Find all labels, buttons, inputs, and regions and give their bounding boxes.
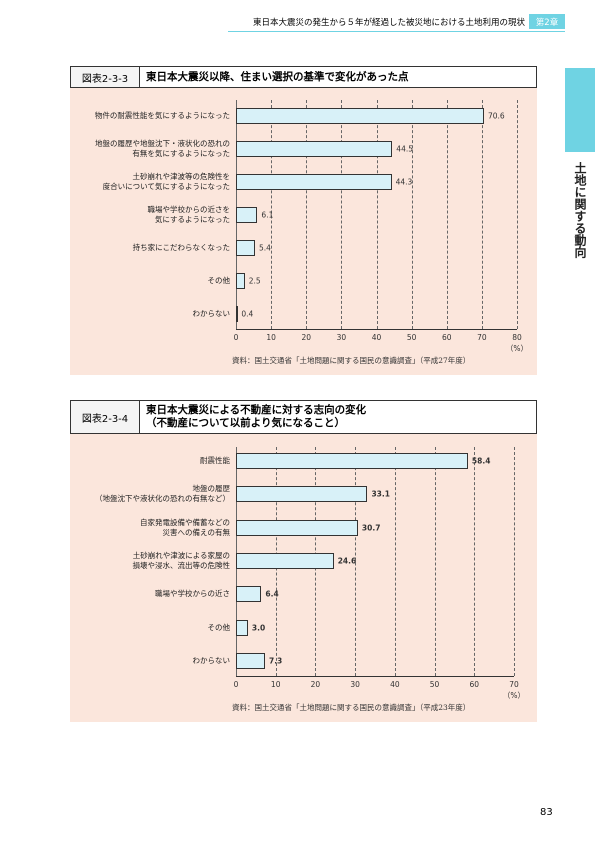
bar (236, 273, 245, 289)
x-tick-label: 30 (336, 333, 347, 342)
side-tab-block (565, 68, 595, 152)
x-tick-label: 70 (477, 333, 487, 342)
bar (236, 486, 368, 503)
x-tick-label: 40 (390, 680, 400, 689)
figure-label: 図表2-3-4 (70, 400, 140, 434)
grid-line (446, 100, 448, 329)
bar (236, 519, 358, 536)
figure-label: 図表2-3-3 (70, 66, 140, 88)
chapter-tab: 第2章 (529, 14, 565, 29)
bar (236, 652, 265, 669)
category-label: わからない (192, 655, 231, 665)
value-label: 33.1 (371, 489, 390, 499)
figure-title: 東日本大震災以降、住まい選択の基準で変化があった点 (140, 66, 537, 88)
category-label: 耐震性能 (200, 456, 230, 465)
header-rule (228, 31, 565, 32)
x-tick-label: 60 (469, 680, 480, 689)
value-label: 5.4 (258, 243, 271, 253)
bar (236, 619, 248, 636)
bar (236, 207, 258, 223)
category-label: 土砂崩れや津波等の危険性を 度合いについて気にするようになった (102, 172, 230, 191)
x-axis (236, 329, 517, 330)
category-label: その他 (207, 622, 231, 632)
grid-line (306, 100, 308, 329)
value-label: 44.5 (396, 144, 413, 154)
bar (236, 240, 255, 256)
figure-title: 東日本大震災による不動産に対する志向の変化 （不動産について以前より気になること… (140, 400, 537, 434)
x-tick-label: 10 (266, 333, 276, 342)
bar (236, 306, 238, 322)
bar (236, 453, 468, 469)
x-tick-label: 30 (350, 680, 360, 689)
x-tick-label: 0 (233, 333, 239, 342)
header-title: 東日本大震災の発生から５年が経過した被災地における土地利用の現状 (252, 18, 525, 28)
category-label: その他 (207, 276, 231, 285)
grid-line (394, 447, 396, 676)
grid-line (355, 447, 357, 676)
x-tick-label: 0 (233, 680, 239, 689)
bar (236, 174, 392, 190)
x-axis (236, 676, 514, 677)
grid-line (271, 100, 273, 329)
value-label: 3.0 (251, 623, 266, 632)
grid-line (411, 100, 413, 329)
bar (236, 108, 484, 124)
unit-label: （%） (502, 691, 526, 700)
category-label: 土砂崩れや津波による家屋の 損壊や浸水、流出等の危険性 (132, 550, 231, 570)
value-label: 58.4 (471, 456, 491, 466)
category-label: 物件の耐震性能を気にするようになった (94, 111, 230, 120)
value-label: 70.6 (487, 111, 505, 121)
x-tick-label: 50 (429, 680, 440, 689)
x-tick-label: 60 (441, 333, 452, 342)
category-label: 自家発電設備や備蓄などの 災害への備えの有無 (140, 517, 230, 537)
value-label: 44.3 (395, 177, 413, 187)
x-tick-label: 20 (301, 333, 312, 342)
value-label: 24.6 (337, 556, 357, 566)
category-label: 職場や学校からの近さを 気にするようになった (147, 205, 231, 224)
x-tick-label: 50 (406, 333, 417, 342)
category-label: 職場や学校からの近さ (155, 589, 230, 599)
grid-line (474, 447, 476, 676)
value-label: 2.5 (248, 276, 261, 286)
grid-line (517, 100, 518, 329)
category-label: 地盤の履歴 （地盤沈下や液状化の恐れの有無など） (95, 484, 230, 504)
value-label: 30.7 (361, 523, 381, 533)
grid-line (376, 100, 378, 329)
value-label: 7.3 (268, 656, 283, 666)
category-label: わからない (192, 309, 231, 318)
page-number: 83 (540, 807, 553, 818)
source-note: 資料：国土交通省「土地問題に関する国民の意識調査」（平成23年度） (232, 703, 471, 712)
bar (236, 552, 334, 569)
grid-line (514, 447, 515, 676)
source-note: 資料：国土交通省「土地問題に関する国民の意識調査」（平成27年度） (232, 356, 471, 365)
side-tab-text: 土地に関する動向 (573, 162, 587, 258)
bar (236, 141, 393, 157)
x-tick-label: 70 (509, 680, 519, 689)
chart-panel (70, 88, 537, 375)
grid-line (434, 447, 436, 676)
value-label: 6.4 (265, 589, 279, 599)
x-tick-label: 40 (371, 333, 382, 342)
grid-line (481, 100, 483, 329)
unit-label: （%） (505, 344, 529, 353)
value-label: 0.4 (241, 309, 254, 319)
x-tick-label: 80 (512, 333, 522, 342)
bar (236, 586, 262, 603)
x-tick-label: 10 (270, 680, 281, 689)
grid-line (341, 100, 343, 329)
x-tick-label: 20 (310, 680, 321, 689)
category-label: 持ち家にこだわらなくなった (132, 243, 230, 252)
value-label: 6.1 (261, 210, 274, 220)
category-label: 地盤の履歴や地盤沈下・液状化の恐れの 有無を気にするようになった (95, 139, 230, 158)
chart-panel (70, 434, 537, 722)
